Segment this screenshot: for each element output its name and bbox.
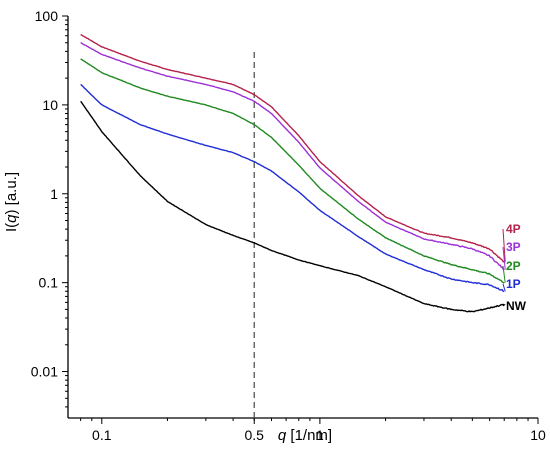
- y-tick-label: 10: [42, 97, 58, 113]
- x-tick-label: 1: [316, 427, 324, 443]
- x-tick-label: 10: [530, 427, 546, 443]
- series-label-leader: [502, 265, 506, 283]
- x-axis-label: q [1/nm]: [278, 427, 332, 444]
- series-label-4p: 4P: [506, 222, 521, 236]
- series-labels: 4P 3P 2P 1P NW: [502, 222, 527, 313]
- series-label-leader: [502, 303, 506, 307]
- y-axis-label: I(q) [a.u.]: [3, 172, 20, 232]
- series-label-1p: 1P: [506, 277, 521, 291]
- series-label-leader: [502, 246, 506, 270]
- y-tick-label: 0.1: [39, 275, 59, 291]
- series-line-nw: [80, 100, 505, 313]
- x-tick-label: 0.1: [92, 427, 112, 443]
- series-label-3p: 3P: [506, 240, 521, 254]
- series-label-nw: NW: [506, 299, 527, 313]
- y-tick-label: 1: [50, 186, 58, 202]
- series-line-3p: [80, 42, 505, 271]
- series-line-2p: [80, 58, 505, 284]
- series-line-1p: [80, 83, 505, 293]
- y-tick-label: 100: [35, 8, 59, 24]
- y-tick-label: 0.01: [31, 364, 58, 380]
- series-line-4p: [80, 33, 505, 263]
- axes: 0.1 0.5 1 10 0.01 0.1 1 10 100: [31, 8, 546, 443]
- series-label-leader: [502, 228, 506, 263]
- x-tick-label: 0.5: [245, 427, 265, 443]
- series-label-leader: [502, 283, 506, 292]
- series-group: [80, 33, 505, 313]
- series-label-2p: 2P: [506, 259, 521, 273]
